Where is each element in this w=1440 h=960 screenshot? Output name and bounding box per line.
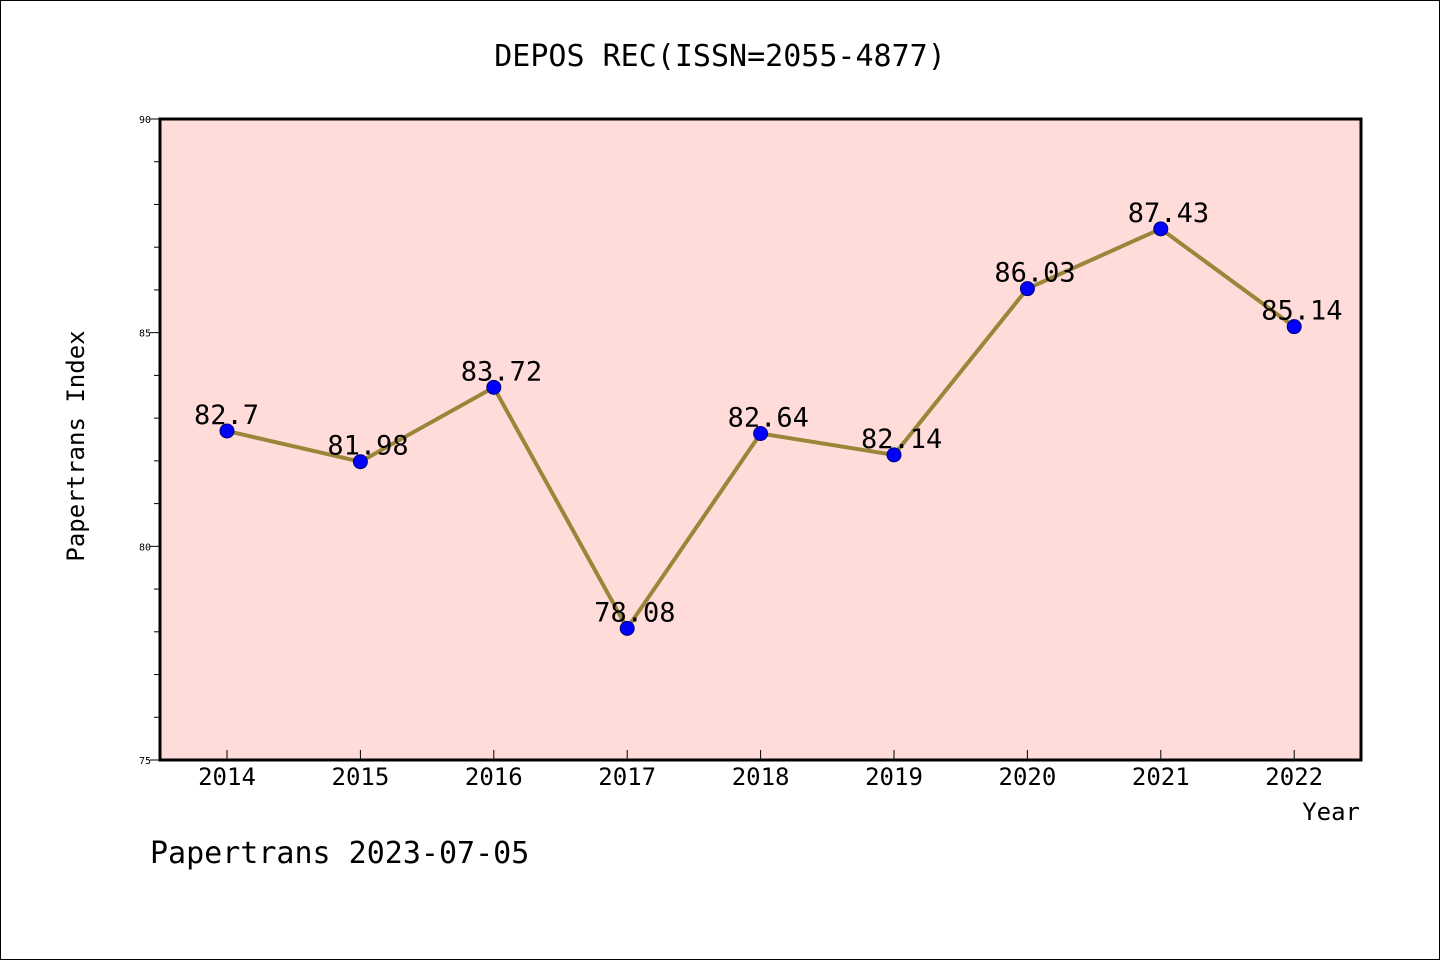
x-tick-label: 2017 <box>598 763 656 791</box>
x-axis-ticks: 2014 2015 2016 2017 2018 2019 2020 2021 2022 <box>198 750 1323 791</box>
data-label: 86.03 <box>994 258 1075 289</box>
x-axis-label: Year <box>1302 798 1360 826</box>
chart-title: DEPOS REC(ISSN=2055-4877) <box>494 39 946 74</box>
footer-text: Papertrans 2023-07-05 <box>150 836 529 871</box>
data-point <box>886 447 902 463</box>
plot-border <box>158 117 1363 762</box>
data-point <box>1286 319 1302 335</box>
data-label: 78.08 <box>594 597 675 628</box>
y-axis-ticks: 75 80 85 90 <box>139 115 160 767</box>
data-label: 82.7 <box>194 400 259 431</box>
data-label: 85.14 <box>1261 296 1342 327</box>
data-label: 83.72 <box>461 356 542 387</box>
y-axis-label: Papertrans Index <box>62 330 90 561</box>
data-point <box>753 426 769 442</box>
data-point <box>219 423 235 439</box>
data-point <box>352 454 368 470</box>
y-tick-label: 90 <box>139 115 151 126</box>
x-tick-label: 2021 <box>1132 763 1190 791</box>
data-label: 82.14 <box>861 424 942 455</box>
data-label: 81.98 <box>327 431 408 462</box>
data-point <box>1153 221 1169 237</box>
x-tick-label: 2014 <box>198 763 256 791</box>
x-tick-label: 2020 <box>999 763 1057 791</box>
data-point <box>619 620 635 636</box>
data-label: 82.64 <box>728 403 809 434</box>
x-tick-label: 2022 <box>1265 763 1323 791</box>
data-point <box>1019 281 1035 297</box>
data-label: 87.43 <box>1128 198 1209 229</box>
y-tick-label: 75 <box>139 756 151 767</box>
data-markers <box>219 221 1302 636</box>
data-labels: 82.7 81.98 83.72 78.08 82.64 82.14 86.03 87.43 8… <box>194 198 1342 629</box>
y-tick-label: 85 <box>139 329 151 340</box>
data-point <box>486 379 502 395</box>
y-tick-label: 80 <box>139 542 151 553</box>
x-tick-label: 2019 <box>865 763 923 791</box>
x-tick-label: 2015 <box>332 763 390 791</box>
x-tick-label: 2018 <box>732 763 790 791</box>
x-tick-label: 2016 <box>465 763 523 791</box>
